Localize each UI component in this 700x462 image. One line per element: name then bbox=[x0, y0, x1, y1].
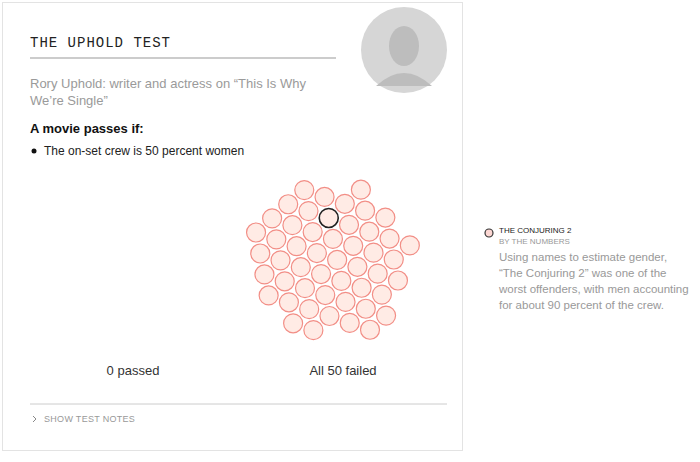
movie[interactable] bbox=[263, 209, 282, 228]
movie[interactable] bbox=[307, 244, 326, 263]
movie[interactable] bbox=[328, 250, 347, 269]
count-label: All 50 failed bbox=[309, 363, 376, 378]
movie[interactable] bbox=[380, 229, 399, 248]
movie[interactable] bbox=[271, 251, 290, 270]
notes-toggle[interactable]: SHOW TEST NOTES bbox=[44, 414, 135, 424]
movie[interactable] bbox=[267, 230, 286, 249]
movie[interactable] bbox=[251, 244, 270, 263]
movie[interactable] bbox=[247, 223, 266, 242]
movie[interactable] bbox=[384, 250, 403, 269]
bullet bbox=[32, 149, 37, 154]
movie[interactable] bbox=[368, 264, 387, 283]
count-label: 0 passed bbox=[107, 363, 160, 378]
movie[interactable] bbox=[356, 299, 375, 318]
portrait bbox=[361, 7, 447, 93]
movie[interactable] bbox=[336, 292, 355, 311]
card bbox=[3, 3, 463, 451]
movie[interactable] bbox=[320, 307, 339, 326]
movie[interactable] bbox=[259, 286, 278, 305]
movie[interactable] bbox=[340, 215, 359, 234]
plot-area bbox=[247, 180, 420, 339]
portrait-head bbox=[389, 26, 419, 66]
movie[interactable] bbox=[299, 202, 318, 221]
text-line: worst offenders, with men accounting bbox=[498, 283, 689, 295]
title-rule bbox=[30, 58, 336, 59]
movie[interactable] bbox=[348, 257, 367, 276]
highlighted-movie[interactable] bbox=[319, 208, 338, 227]
movie[interactable] bbox=[377, 306, 396, 325]
text-line: for about 90 percent of the crew. bbox=[499, 299, 664, 311]
movie[interactable] bbox=[360, 320, 379, 339]
title: THE UPHOLD TEST bbox=[30, 35, 171, 51]
movie[interactable] bbox=[275, 272, 294, 291]
text-line: “The Conjuring 2” was one of the bbox=[499, 267, 666, 279]
movie[interactable] bbox=[400, 236, 419, 255]
movie[interactable] bbox=[287, 237, 306, 256]
portrait-bg bbox=[361, 7, 447, 93]
movie[interactable] bbox=[291, 258, 310, 277]
movie[interactable] bbox=[352, 278, 371, 297]
movie[interactable] bbox=[295, 279, 314, 298]
movie[interactable] bbox=[372, 285, 391, 304]
movie[interactable] bbox=[335, 194, 354, 213]
movie[interactable] bbox=[283, 216, 302, 235]
movie[interactable] bbox=[344, 236, 363, 255]
annotation-title: THE CONJURING 2 bbox=[499, 226, 572, 235]
criteria-heading: A movie passes if: bbox=[30, 121, 144, 136]
notes-rule bbox=[30, 404, 447, 405]
movie[interactable] bbox=[303, 223, 322, 242]
chart: THE UPHOLD TEST Rory Uphold: writer and a… bbox=[0, 0, 700, 462]
movie[interactable] bbox=[304, 321, 323, 340]
movie[interactable] bbox=[279, 195, 298, 214]
movie[interactable] bbox=[300, 300, 319, 319]
movie[interactable] bbox=[364, 243, 383, 262]
movie[interactable] bbox=[255, 265, 274, 284]
movie[interactable] bbox=[315, 187, 334, 206]
movie[interactable] bbox=[279, 293, 298, 312]
movie[interactable] bbox=[312, 265, 331, 284]
text-line: Using names to estimate gender, bbox=[499, 251, 667, 263]
movie[interactable] bbox=[295, 181, 314, 200]
portrait-shoulders bbox=[376, 73, 432, 86]
text-line: We’re Single” bbox=[30, 93, 108, 108]
movie[interactable] bbox=[376, 208, 395, 227]
subtitle: Rory Uphold: writer and actress on “This… bbox=[30, 76, 306, 108]
movie[interactable] bbox=[323, 229, 342, 248]
criterion: The on-set crew is 50 percent women bbox=[44, 144, 244, 158]
movie[interactable] bbox=[351, 180, 370, 199]
movie[interactable] bbox=[340, 313, 359, 332]
movie[interactable] bbox=[360, 222, 379, 241]
movie[interactable] bbox=[284, 314, 303, 333]
annotation-key bbox=[485, 229, 493, 237]
movie[interactable] bbox=[356, 201, 375, 220]
text-line: Rory Uphold: writer and actress on “This… bbox=[30, 76, 306, 91]
movie[interactable] bbox=[316, 286, 335, 305]
annotation-text: Using names to estimate gender, “The Conj… bbox=[498, 251, 689, 311]
chevron bbox=[33, 416, 36, 422]
movie[interactable] bbox=[388, 271, 407, 290]
movie[interactable] bbox=[332, 271, 351, 290]
annotation-subtitle: BY THE NUMBERS bbox=[499, 237, 570, 246]
